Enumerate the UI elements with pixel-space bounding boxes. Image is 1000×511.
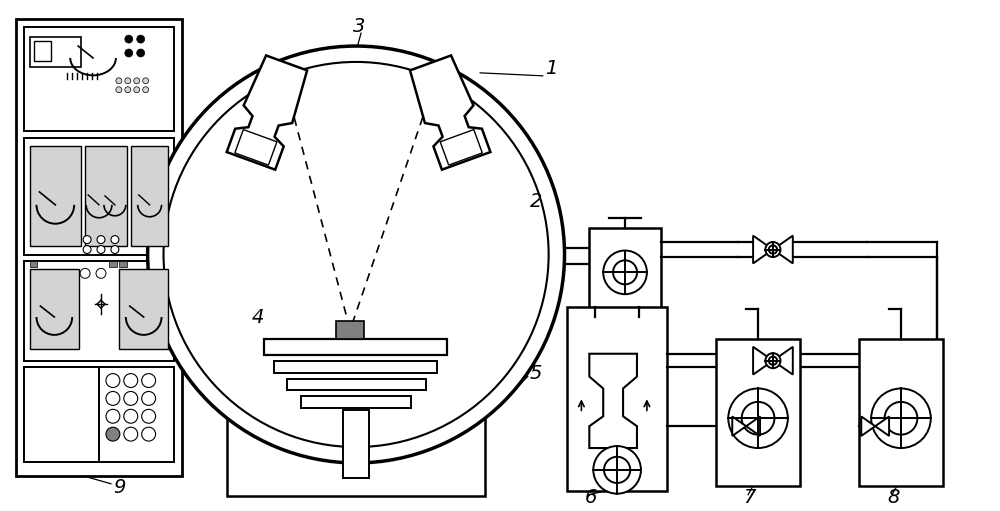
Circle shape	[134, 87, 140, 92]
Circle shape	[97, 246, 105, 253]
Text: 8: 8	[887, 488, 899, 507]
Bar	[859, 339, 943, 486]
Bar	[30, 269, 79, 349]
Circle shape	[885, 402, 917, 435]
Bar	[119, 262, 127, 267]
Polygon shape	[440, 130, 482, 165]
Circle shape	[142, 391, 156, 405]
Polygon shape	[235, 130, 277, 165]
Text: 5: 5	[530, 364, 542, 383]
Circle shape	[613, 260, 637, 284]
Bar	[24, 262, 174, 361]
Bar	[343, 410, 369, 478]
Bar	[34, 41, 51, 61]
Bar	[274, 361, 437, 373]
Circle shape	[769, 245, 777, 253]
Circle shape	[125, 49, 133, 57]
Circle shape	[106, 374, 120, 387]
Text: 4: 4	[252, 308, 264, 327]
Text: 9: 9	[113, 478, 125, 497]
Bar	[85, 146, 127, 246]
Circle shape	[742, 402, 774, 435]
Circle shape	[80, 268, 90, 278]
Circle shape	[124, 409, 138, 423]
Circle shape	[143, 78, 149, 84]
Circle shape	[125, 78, 131, 84]
Circle shape	[124, 427, 138, 441]
Text: 2: 2	[530, 192, 542, 212]
Circle shape	[142, 374, 156, 387]
Polygon shape	[227, 56, 307, 170]
Bar	[287, 379, 426, 390]
Circle shape	[116, 78, 122, 84]
Circle shape	[116, 87, 122, 92]
Circle shape	[143, 87, 149, 92]
Bar	[24, 367, 99, 462]
Circle shape	[604, 457, 630, 483]
Circle shape	[142, 427, 156, 441]
Bar	[109, 262, 117, 267]
Bar	[264, 339, 447, 355]
Circle shape	[164, 62, 549, 447]
Circle shape	[765, 242, 780, 257]
Bar	[336, 321, 364, 339]
Circle shape	[134, 78, 140, 84]
Circle shape	[137, 35, 145, 43]
Circle shape	[83, 246, 91, 253]
Circle shape	[83, 236, 91, 244]
Circle shape	[106, 427, 120, 441]
Circle shape	[96, 268, 106, 278]
Circle shape	[148, 46, 565, 463]
Polygon shape	[410, 56, 490, 170]
Circle shape	[871, 388, 931, 448]
Circle shape	[769, 357, 777, 365]
Text: 6: 6	[584, 488, 597, 507]
Bar	[30, 262, 37, 267]
Circle shape	[603, 250, 647, 294]
Circle shape	[124, 374, 138, 387]
Circle shape	[125, 35, 133, 43]
Circle shape	[111, 236, 119, 244]
Polygon shape	[861, 416, 875, 436]
Circle shape	[106, 409, 120, 423]
Circle shape	[765, 353, 780, 368]
Circle shape	[137, 49, 145, 57]
Circle shape	[593, 446, 641, 494]
Bar	[567, 307, 667, 491]
Polygon shape	[773, 347, 793, 375]
Polygon shape	[753, 347, 773, 375]
Bar	[30, 146, 81, 246]
Polygon shape	[753, 236, 773, 264]
Bar	[589, 228, 661, 317]
Text: 3: 3	[353, 17, 365, 36]
Bar	[227, 388, 485, 496]
Circle shape	[97, 236, 105, 244]
Polygon shape	[732, 416, 746, 436]
Circle shape	[142, 409, 156, 423]
Circle shape	[124, 391, 138, 405]
Bar	[131, 146, 168, 246]
Polygon shape	[589, 354, 637, 448]
Circle shape	[111, 246, 119, 253]
Bar	[24, 138, 174, 256]
Text: 7: 7	[743, 488, 756, 507]
Bar	[16, 19, 182, 476]
Bar	[24, 27, 174, 131]
Bar	[301, 397, 411, 408]
Circle shape	[125, 87, 131, 92]
Circle shape	[728, 388, 788, 448]
Text: 1: 1	[545, 59, 557, 78]
Circle shape	[106, 391, 120, 405]
Bar	[716, 339, 800, 486]
Bar	[119, 269, 168, 349]
Polygon shape	[875, 416, 889, 436]
Bar	[24, 367, 174, 462]
Polygon shape	[746, 416, 760, 436]
Bar	[30, 37, 81, 67]
Polygon shape	[773, 236, 793, 264]
